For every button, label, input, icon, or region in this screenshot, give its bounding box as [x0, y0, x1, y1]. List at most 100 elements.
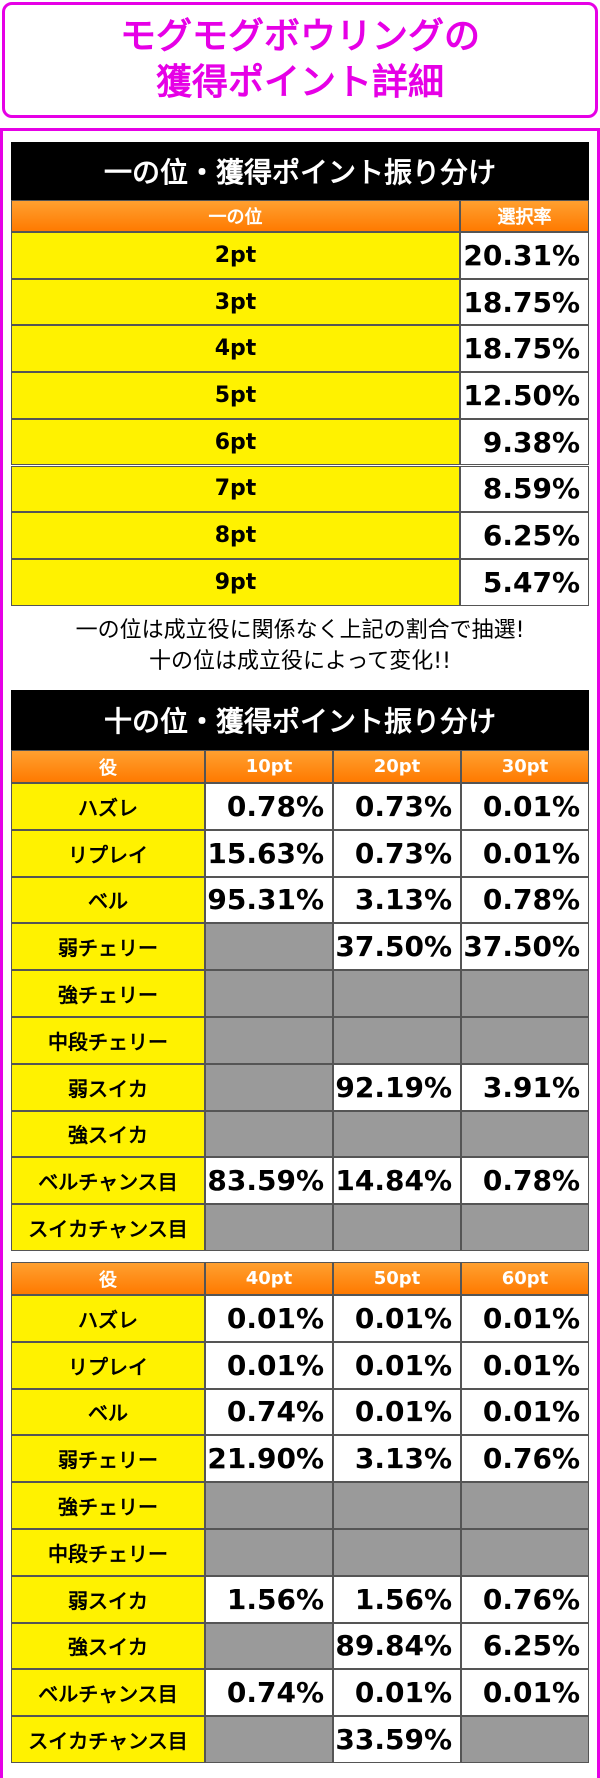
value-cell: 0.01%: [461, 783, 589, 830]
row-label: 中段チェリー: [11, 1529, 205, 1576]
value-cell: 20.31%: [460, 232, 589, 279]
empty-cell: [333, 1529, 461, 1576]
row-label: ハズレ: [11, 1295, 205, 1342]
note: 十の位は成立役によって変化!!: [149, 648, 451, 674]
row-label: 弱チェリー: [11, 1435, 205, 1483]
note: 一の位は成立役に関係なく上記の割合で抽選!: [75, 617, 525, 643]
value-cell: 1.56%: [205, 1575, 333, 1623]
empty-cell: [333, 1017, 461, 1064]
row-label: 6pt: [11, 418, 460, 466]
value-cell: 0.01%: [205, 1295, 333, 1342]
row-label: 強チェリー: [11, 1482, 205, 1529]
value-cell: 0.76%: [461, 1575, 589, 1623]
empty-cell: [461, 1716, 589, 1763]
value-cell: 0.01%: [333, 1295, 461, 1342]
value-cell: 3.13%: [333, 1435, 461, 1483]
value-cell: 0.01%: [461, 1388, 589, 1436]
empty-cell: [205, 1110, 333, 1158]
column-header: 30pt: [461, 750, 589, 783]
row-label: 4pt: [11, 325, 460, 373]
row-label: ハズレ: [11, 783, 205, 830]
row-label: 5pt: [11, 372, 460, 419]
empty-cell: [333, 970, 461, 1017]
value-cell: 0.78%: [205, 783, 333, 830]
section-title: 一の位・獲得ポイント振り分け: [11, 142, 589, 200]
row-label: スイカチャンス目: [11, 1204, 205, 1251]
empty-cell: [461, 1017, 589, 1064]
empty-cell: [461, 970, 589, 1017]
value-cell: 15.63%: [205, 829, 333, 877]
row-label: 3pt: [11, 278, 460, 326]
empty-cell: [205, 1529, 333, 1576]
column-header: 役: [11, 750, 205, 783]
row-label: 2pt: [11, 232, 460, 279]
main-frame: [0, 128, 600, 1778]
empty-cell: [205, 923, 333, 971]
row-label: 強スイカ: [11, 1622, 205, 1670]
value-cell: 0.76%: [461, 1435, 589, 1483]
value-cell: 6.25%: [460, 512, 589, 559]
empty-cell: [205, 1017, 333, 1064]
row-label: ベルチャンス目: [11, 1669, 205, 1717]
empty-cell: [205, 1063, 333, 1111]
value-cell: 37.50%: [333, 923, 461, 971]
value-cell: 0.01%: [461, 829, 589, 877]
value-cell: 5.47%: [460, 558, 589, 606]
column-header: 10pt: [205, 750, 333, 783]
value-cell: 6.25%: [461, 1622, 589, 1670]
value-cell: 14.84%: [333, 1157, 461, 1205]
value-cell: 33.59%: [333, 1716, 461, 1763]
row-label: リプレイ: [11, 829, 205, 877]
empty-cell: [205, 1622, 333, 1670]
title-line: 獲得ポイント詳細: [155, 62, 444, 103]
row-label: ベル: [11, 1388, 205, 1436]
value-cell: 83.59%: [205, 1157, 333, 1205]
value-cell: 0.73%: [333, 783, 461, 830]
row-label: 強チェリー: [11, 970, 205, 1017]
value-cell: 89.84%: [333, 1622, 461, 1670]
value-cell: 8.59%: [460, 465, 589, 513]
value-cell: 95.31%: [205, 876, 333, 924]
row-label: 強スイカ: [11, 1110, 205, 1158]
empty-cell: [205, 970, 333, 1017]
value-cell: 3.91%: [461, 1063, 589, 1111]
empty-cell: [333, 1482, 461, 1529]
empty-cell: [461, 1529, 589, 1576]
value-cell: 12.50%: [460, 372, 589, 419]
value-cell: 37.50%: [461, 923, 589, 971]
empty-cell: [205, 1204, 333, 1251]
row-label: スイカチャンス目: [11, 1716, 205, 1763]
column-header: 役: [11, 1262, 205, 1295]
value-cell: 0.01%: [333, 1341, 461, 1389]
value-cell: 0.01%: [205, 1341, 333, 1389]
value-cell: 3.13%: [333, 876, 461, 924]
column-header: 20pt: [333, 750, 461, 783]
column-header: 40pt: [205, 1262, 333, 1295]
row-label: 中段チェリー: [11, 1017, 205, 1064]
row-label: 9pt: [11, 558, 460, 606]
value-cell: 92.19%: [333, 1063, 461, 1111]
column-header: 一の位: [11, 200, 460, 232]
row-label: 7pt: [11, 465, 460, 513]
empty-cell: [205, 1716, 333, 1763]
value-cell: 0.01%: [333, 1669, 461, 1717]
title-box: モグモグボウリングの 獲得ポイント詳細: [2, 2, 598, 118]
value-cell: 0.01%: [461, 1295, 589, 1342]
row-label: 8pt: [11, 512, 460, 559]
empty-cell: [461, 1110, 589, 1158]
value-cell: 1.56%: [333, 1575, 461, 1623]
row-label: 弱スイカ: [11, 1575, 205, 1623]
title-line: モグモグボウリングの: [119, 16, 480, 57]
value-cell: 0.78%: [461, 1157, 589, 1205]
row-label: ベルチャンス目: [11, 1157, 205, 1205]
row-label: 弱スイカ: [11, 1063, 205, 1111]
empty-cell: [461, 1482, 589, 1529]
column-header: 選択率: [460, 200, 589, 232]
row-label: 弱チェリー: [11, 923, 205, 971]
value-cell: 0.73%: [333, 829, 461, 877]
value-cell: 0.01%: [461, 1341, 589, 1389]
value-cell: 0.01%: [333, 1388, 461, 1436]
row-label: リプレイ: [11, 1341, 205, 1389]
value-cell: 0.74%: [205, 1388, 333, 1436]
